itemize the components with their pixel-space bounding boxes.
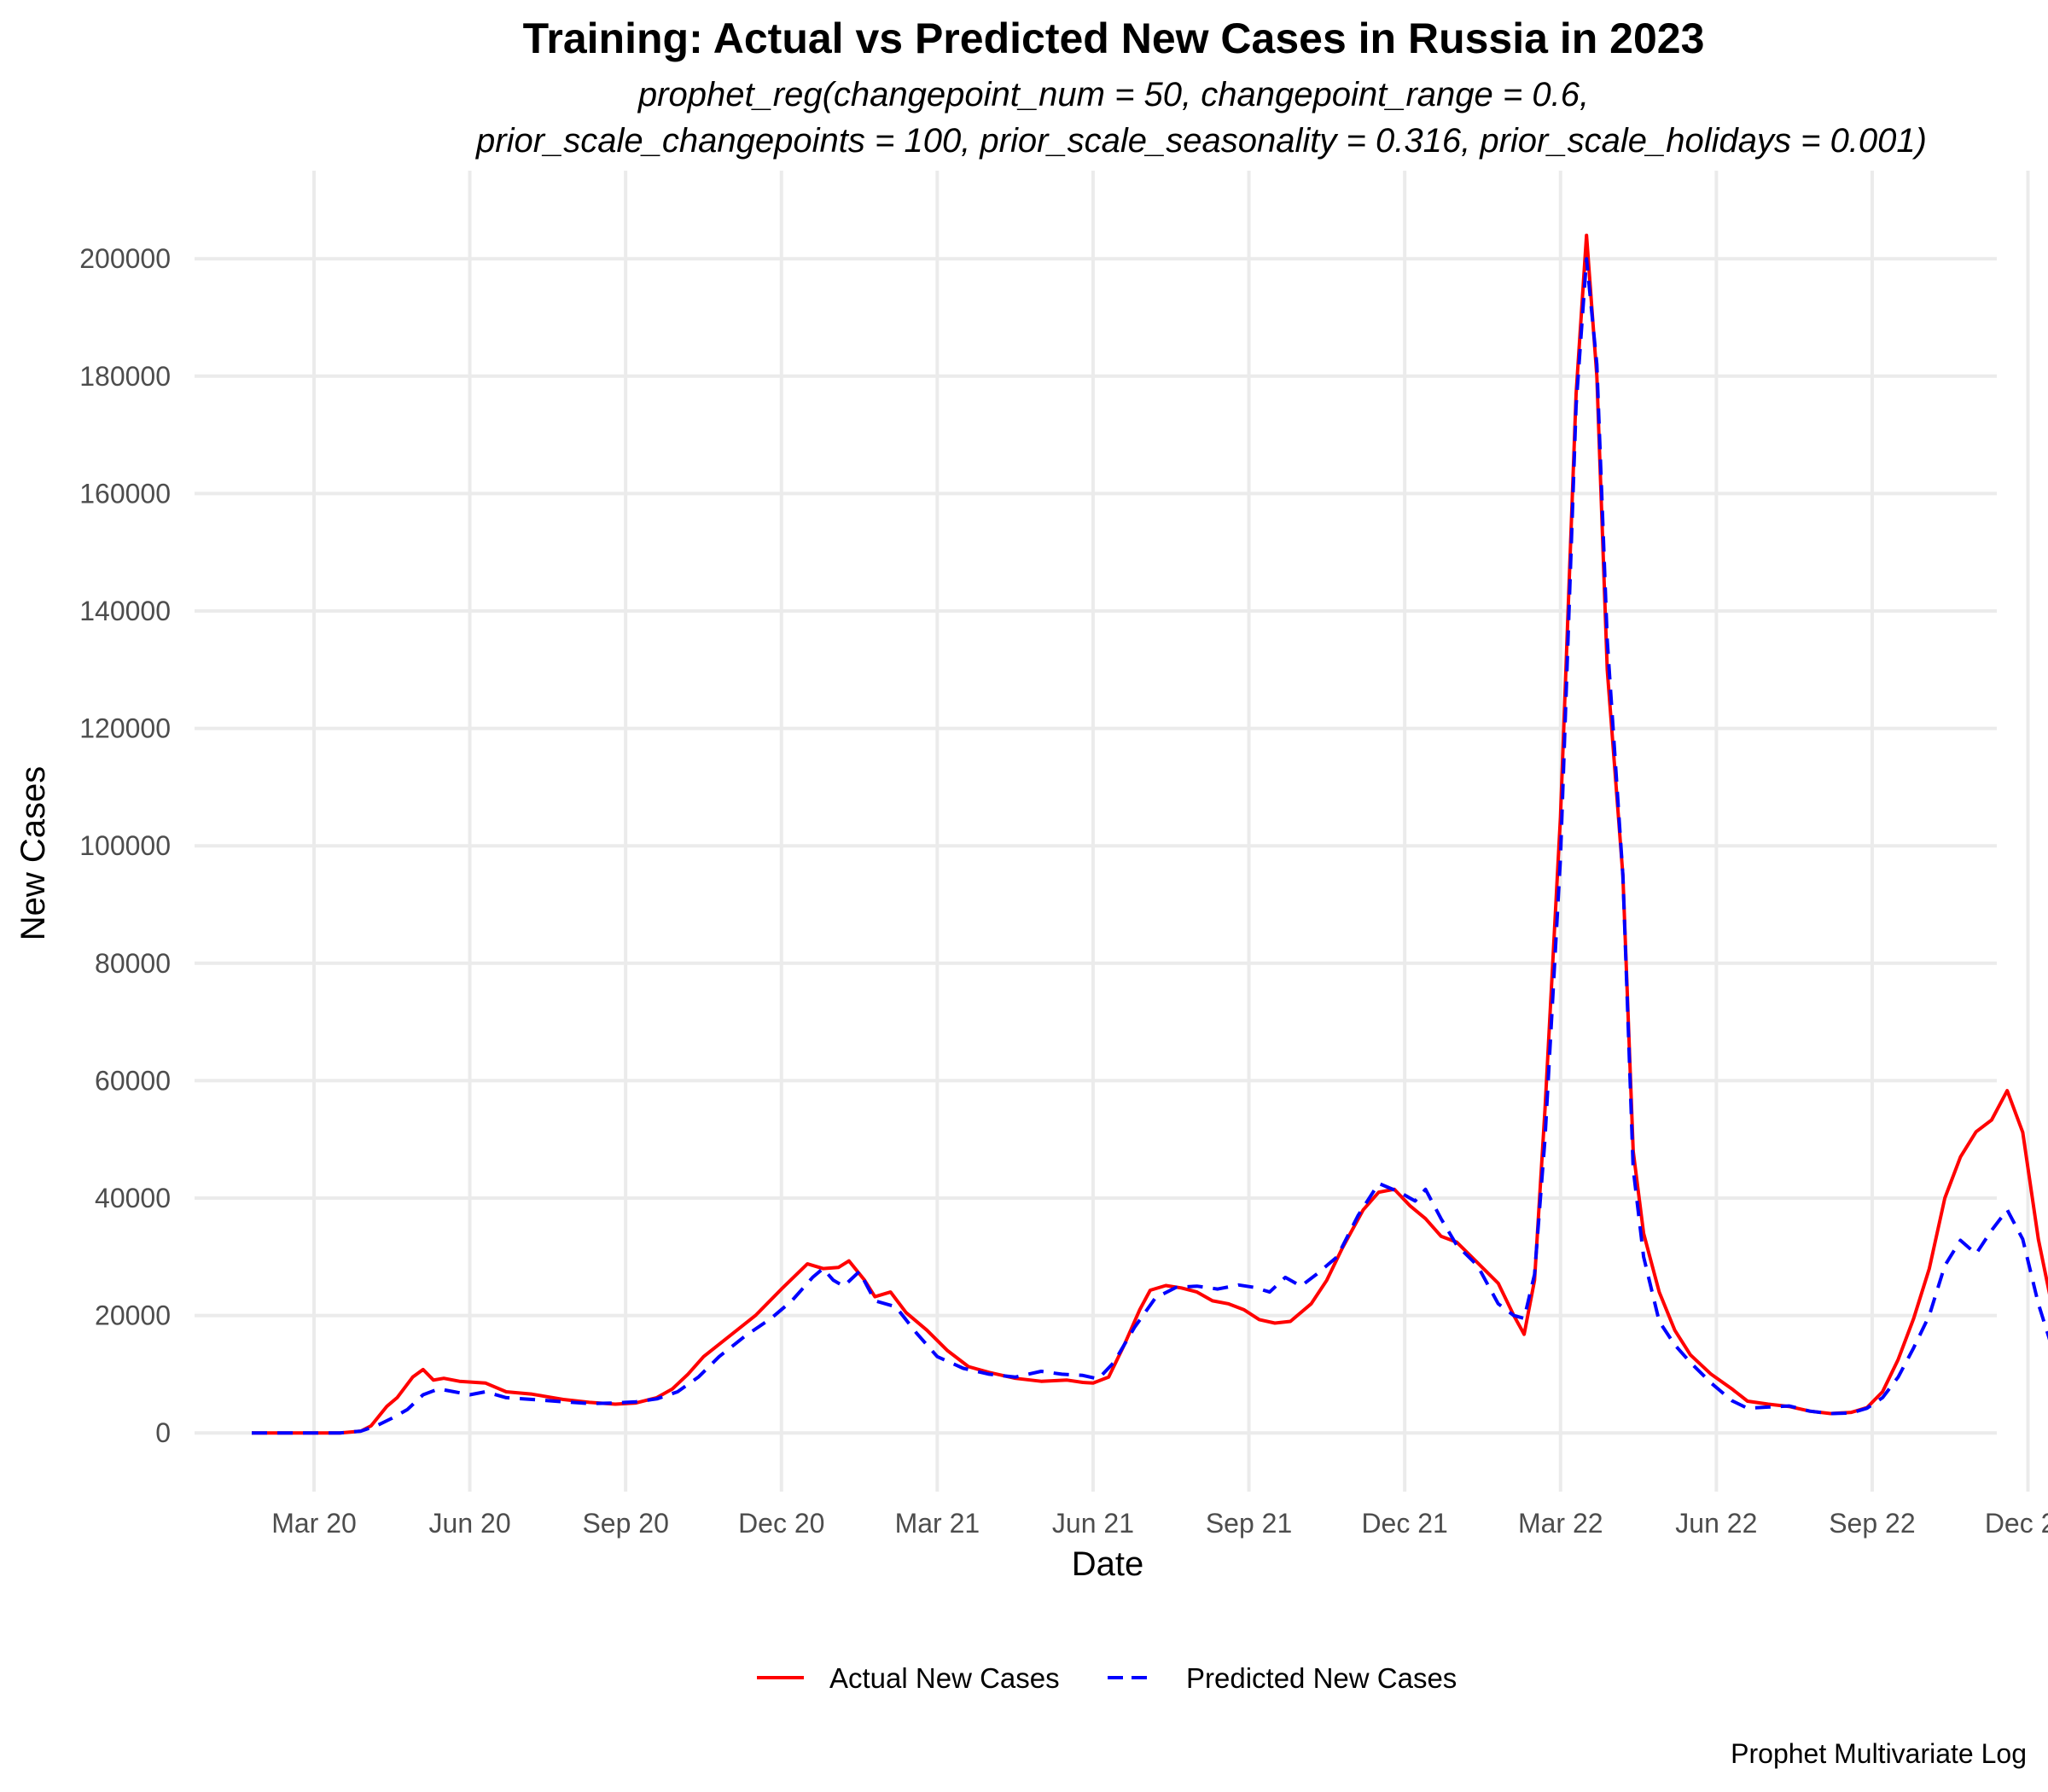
- y-tick-label: 0: [155, 1417, 171, 1448]
- y-tick-label: 40000: [95, 1183, 171, 1213]
- gridlines: [195, 171, 2030, 1492]
- x-tick-label: Sep 20: [582, 1508, 668, 1539]
- x-tick-label: Jun 20: [429, 1508, 511, 1539]
- y-axis-title: New Cases: [15, 766, 52, 941]
- x-tick-label: Sep 22: [1829, 1508, 1915, 1539]
- y-axis-ticks: 0 20000 40000 60000 80000 100000 120000 140000 1…: [79, 243, 171, 1448]
- series-line-predicted: [252, 257, 2048, 1435]
- caption: Prophet Multivariate Log: [1731, 1738, 2027, 1769]
- y-tick-label: 60000: [95, 1065, 171, 1096]
- x-axis-title: Date: [1072, 1545, 1144, 1583]
- y-tick-label: 140000: [79, 596, 171, 626]
- chart-subtitle-line-2: prior_scale_changepoints = 100, prior_sc…: [475, 122, 1927, 160]
- x-tick-label: Dec 22: [1985, 1508, 2048, 1539]
- x-tick-label: Dec 20: [738, 1508, 824, 1539]
- y-tick-label: 180000: [79, 361, 171, 392]
- legend-label-actual: Actual New Cases: [829, 1662, 1060, 1694]
- x-tick-label: Jun 22: [1675, 1508, 1757, 1539]
- x-tick-label: Jun 21: [1052, 1508, 1134, 1539]
- legend: Actual New Cases Predicted New Cases: [757, 1662, 1457, 1694]
- series-layer: [252, 233, 2048, 1435]
- y-tick-label: 120000: [79, 713, 171, 744]
- x-axis-ticks: Mar 20 Jun 20 Sep 20 Dec 20 Mar 21 Jun 21 Sep …: [271, 1508, 2048, 1539]
- x-tick-label: Mar 20: [271, 1508, 357, 1539]
- x-tick-label: Mar 22: [1518, 1508, 1603, 1539]
- series-line-actual: [252, 233, 2048, 1435]
- x-tick-label: Mar 21: [895, 1508, 980, 1539]
- y-tick-label: 160000: [79, 478, 171, 509]
- y-tick-label: 200000: [79, 243, 171, 274]
- x-tick-label: Dec 21: [1361, 1508, 1447, 1539]
- y-tick-label: 20000: [95, 1300, 171, 1331]
- x-tick-label: Sep 21: [1206, 1508, 1292, 1539]
- y-tick-label: 100000: [79, 830, 171, 861]
- chart-subtitle-line-1: prophet_reg(changepoint_num = 50, change…: [637, 76, 1589, 113]
- legend-label-predicted: Predicted New Cases: [1186, 1662, 1457, 1694]
- chart-title: Training: Actual vs Predicted New Cases …: [523, 15, 1705, 62]
- y-tick-label: 80000: [95, 948, 171, 979]
